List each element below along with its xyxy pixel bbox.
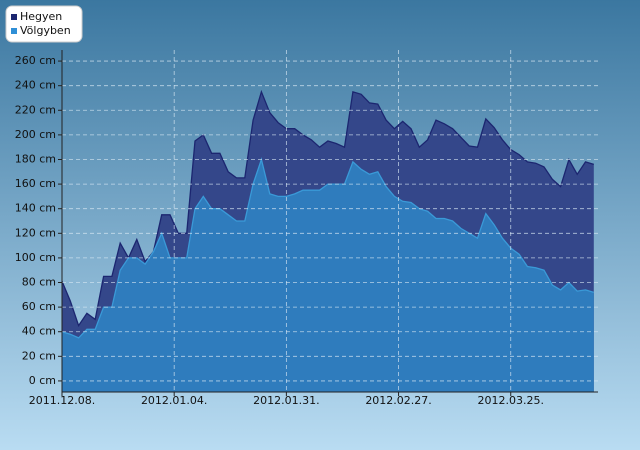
y-tick-label: 200 cm	[15, 128, 56, 141]
y-tick-label: 160 cm	[15, 177, 56, 190]
legend-swatch	[11, 28, 17, 34]
legend-box	[5, 5, 83, 43]
x-tick-label: 2011.12.08.	[29, 394, 95, 407]
legend-swatch	[11, 14, 17, 20]
x-tick-label: 2012.01.31.	[253, 394, 319, 407]
y-tick-label: 60 cm	[22, 300, 56, 313]
y-tick-label: 80 cm	[22, 276, 56, 289]
x-tick-label: 2012.02.27.	[365, 394, 431, 407]
y-tick-label: 140 cm	[15, 202, 56, 215]
legend-label: Völgyben	[20, 24, 71, 37]
y-tick-label: 0 cm	[29, 374, 56, 387]
area-fill	[62, 159, 594, 392]
y-tick-label: 100 cm	[15, 251, 56, 264]
y-tick-label: 220 cm	[15, 103, 56, 116]
area-line	[61, 157, 594, 339]
y-tick-label: 180 cm	[15, 152, 56, 165]
y-tick-label: 20 cm	[22, 349, 56, 362]
y-tick-label: 120 cm	[15, 226, 56, 239]
x-tick-label: 2012.03.25.	[478, 394, 544, 407]
y-tick-label: 40 cm	[22, 325, 56, 338]
x-tick-label: 2012.01.04.	[141, 394, 207, 407]
y-tick-label: 260 cm	[15, 54, 56, 67]
legend-label: Hegyen	[20, 10, 62, 23]
y-tick-label: 240 cm	[15, 79, 56, 92]
